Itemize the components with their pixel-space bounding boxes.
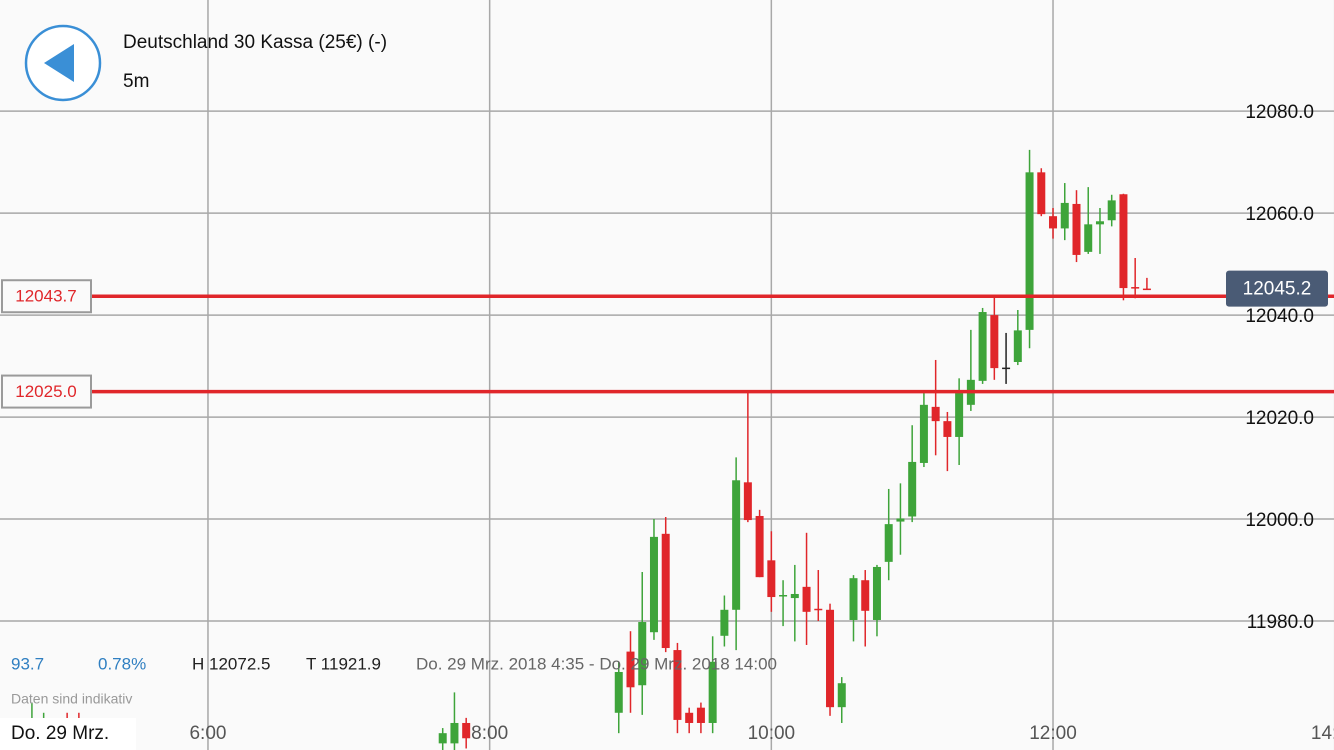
y-tick-label: 12000.0 bbox=[1245, 510, 1314, 531]
candle-body bbox=[826, 609, 835, 708]
candle-body bbox=[638, 622, 647, 686]
x-tick-label: 14:00 bbox=[1311, 723, 1334, 744]
candle-body bbox=[1013, 330, 1022, 362]
candle-body bbox=[696, 707, 705, 723]
candle-body bbox=[896, 518, 905, 522]
candle-body bbox=[614, 671, 623, 713]
candle-body bbox=[861, 580, 870, 611]
low: T 11921.9 bbox=[306, 654, 381, 673]
candle-body bbox=[661, 533, 670, 649]
candle-body bbox=[955, 393, 964, 437]
candle-body bbox=[802, 586, 811, 612]
x-tick-label: 6:00 bbox=[189, 723, 226, 744]
candle-body bbox=[1142, 288, 1151, 291]
change-pct: 0.78% bbox=[98, 654, 146, 673]
candle-body bbox=[779, 595, 788, 597]
range: Do. 29 Mrz. 2018 4:35 - Do. 29 Mrz. 2018… bbox=[416, 654, 777, 673]
x-tick-label: 12:00 bbox=[1029, 723, 1077, 744]
x-tick-label: 10:00 bbox=[748, 723, 796, 744]
candle-body bbox=[1037, 172, 1046, 215]
candle-body bbox=[978, 312, 987, 381]
last-price-label: 12045.2 bbox=[1243, 279, 1312, 300]
date-label: Do. 29 Mrz. bbox=[11, 723, 109, 744]
candle-body bbox=[990, 315, 999, 369]
level-label: 12025.0 bbox=[15, 382, 76, 401]
change: 93.7 bbox=[11, 654, 44, 673]
candle-body bbox=[1025, 172, 1034, 330]
candle-body bbox=[884, 524, 893, 562]
candle-body bbox=[1107, 200, 1116, 221]
candle-body bbox=[1119, 194, 1128, 289]
candle-body bbox=[438, 733, 447, 744]
level-box bbox=[1, 279, 92, 314]
candle-body bbox=[908, 461, 917, 517]
candle-body bbox=[919, 404, 928, 463]
chart-title: Deutschland 30 Kassa (25€) (-) bbox=[123, 32, 387, 53]
candle-body bbox=[708, 661, 717, 723]
candle-body bbox=[685, 712, 694, 723]
candle-body bbox=[1131, 287, 1140, 289]
level-label: 12043.7 bbox=[15, 287, 76, 306]
candle-body bbox=[814, 608, 823, 611]
candle-body bbox=[872, 566, 881, 620]
candle-body bbox=[626, 651, 635, 688]
candle-body bbox=[931, 406, 940, 422]
candle-body bbox=[1084, 224, 1093, 252]
candle-body bbox=[1095, 221, 1104, 225]
interval: 5m bbox=[123, 71, 149, 92]
y-tick-label: 12040.0 bbox=[1245, 306, 1314, 327]
candle-body bbox=[790, 593, 799, 599]
candle-body bbox=[1002, 367, 1011, 370]
high: H 12072.5 bbox=[192, 654, 270, 673]
y-tick-label: 11980.0 bbox=[1247, 612, 1314, 633]
y-tick-label: 12020.0 bbox=[1245, 408, 1314, 429]
candle-body bbox=[673, 650, 682, 720]
y-tick-label: 12080.0 bbox=[1245, 102, 1314, 123]
candle-body bbox=[767, 560, 776, 598]
candle-body bbox=[1072, 203, 1081, 255]
candle-body bbox=[450, 722, 459, 744]
back-icon bbox=[44, 44, 74, 82]
x-tick-label: 8:00 bbox=[471, 723, 508, 744]
candle-body bbox=[649, 536, 658, 633]
candle-body bbox=[732, 480, 741, 610]
date-box bbox=[0, 718, 136, 750]
level-box bbox=[1, 374, 92, 409]
candle-body bbox=[849, 578, 858, 620]
candle-body bbox=[462, 722, 471, 739]
candle-body bbox=[943, 421, 952, 437]
last-price-box bbox=[1226, 270, 1328, 307]
note: Daten sind indikativ bbox=[11, 691, 132, 707]
candle-body bbox=[743, 482, 752, 521]
candle-body bbox=[1049, 216, 1058, 229]
candle-body bbox=[837, 683, 846, 708]
candle-body bbox=[755, 515, 764, 578]
y-tick-label: 12060.0 bbox=[1245, 204, 1314, 225]
candle-body bbox=[720, 609, 729, 636]
candle-body bbox=[1060, 202, 1069, 229]
